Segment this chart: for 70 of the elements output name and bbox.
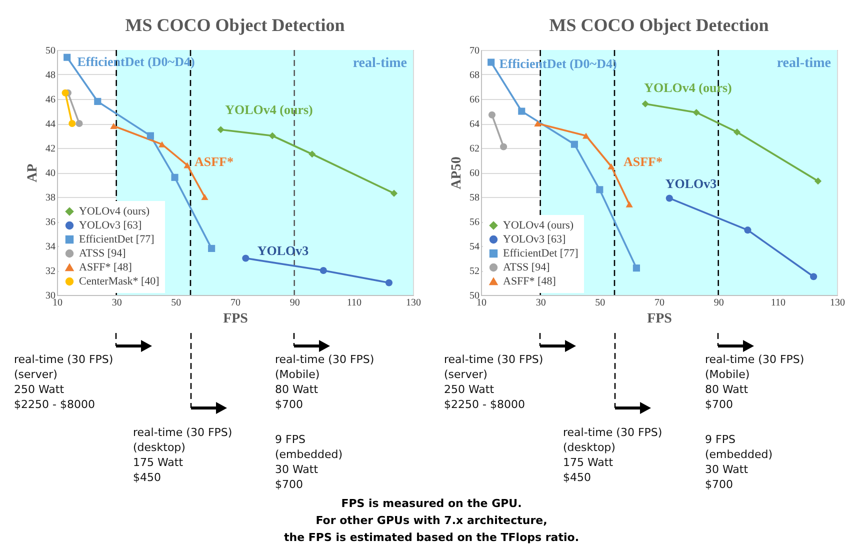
annotation: ASFF*: [194, 154, 234, 169]
legend-label: YOLOv4 (ours): [79, 206, 150, 218]
x-tick-label: 30: [112, 298, 122, 308]
annotation: YOLOv3: [257, 243, 310, 258]
x-tick-label: 50: [171, 298, 182, 308]
band-label: real-time: [776, 56, 831, 71]
text: real-time (30 FPS) (desktop) 175 Watt $450: [133, 425, 232, 485]
text: 9 FPS (embedded) 30 Watt $700: [275, 432, 343, 492]
x-tick-label: 30: [536, 298, 546, 308]
y-tick-label: 54: [470, 242, 480, 252]
y-tick-label: 60: [470, 168, 480, 179]
legend-label: YOLOv4 (ours): [503, 220, 574, 232]
legend-label: ASFF* [48]: [79, 262, 132, 274]
legend-label: YOLOv3 [63]: [79, 220, 142, 232]
annotation: YOLOv3: [665, 176, 718, 191]
x-tick-label: 130: [406, 298, 421, 308]
y-tick-label: 42: [46, 144, 56, 154]
legend-label: ATSS [94]: [79, 248, 126, 260]
chart-title: MS COCO Object Detection: [549, 15, 769, 35]
chart-title: MS COCO Object Detection: [125, 15, 345, 35]
x-tick-label: 90: [290, 298, 300, 308]
x-axis-title: FPS: [647, 312, 672, 326]
legend-label: EfficientDet [77]: [503, 248, 578, 260]
annotation: YOLOv4 (ours): [225, 102, 313, 117]
x-axis-title: FPS: [223, 312, 248, 326]
x-tick-label: 70: [230, 298, 240, 308]
y-tick-label: 44: [46, 119, 56, 130]
legend-label: YOLOv3 [63]: [503, 234, 566, 246]
annotation: ASFF*: [624, 154, 662, 169]
text: real-time (30 FPS) (server) 250 Watt $2250 - $8000: [444, 352, 544, 412]
text: real-time (30 FPS) (desktop) 175 Watt $450: [563, 425, 662, 485]
legend-label: ATSS [94]: [503, 262, 550, 274]
text: real-time (30 FPS) (Mobile) 80 Watt $700: [275, 352, 374, 412]
legend-label: CenterMask* [40]: [79, 276, 160, 288]
annotation: YOLOv4 (ours): [644, 80, 732, 95]
y-tick-label: 50: [46, 46, 56, 56]
x-tick-label: 10: [476, 298, 486, 308]
y-axis-title: AP50: [450, 156, 464, 190]
y-tick-label: 48: [46, 70, 56, 81]
y-tick-label: 64: [470, 119, 480, 130]
band-label: real-time: [352, 56, 407, 71]
x-tick-label: 90: [714, 298, 724, 308]
y-tick-label: 32: [46, 266, 56, 277]
annotation: EfficientDet (D0~D4): [499, 56, 617, 71]
x-tick-label: 10: [52, 298, 62, 308]
x-tick-label: 130: [830, 298, 845, 308]
y-axis-title: AP: [26, 163, 40, 182]
x-tick-label: 110: [770, 298, 786, 308]
y-tick-label: 52: [470, 266, 480, 277]
x-tick-label: 50: [595, 298, 606, 308]
y-tick-label: 62: [470, 144, 480, 154]
y-tick-label: 66: [470, 94, 480, 106]
y-tick-label: 40: [46, 168, 56, 179]
legend-label: ASFF* [48]: [503, 276, 556, 288]
y-tick-label: 70: [470, 46, 480, 56]
y-tick-label: 58: [470, 192, 480, 204]
y-tick-label: 46: [46, 94, 56, 106]
x-tick-label: 110: [346, 298, 362, 308]
annotation: EfficientDet (D0~D4): [77, 54, 195, 69]
text: real-time (30 FPS) (Mobile) 80 Watt $700: [705, 352, 804, 412]
text: 9 FPS (embedded) 30 Watt $700: [705, 432, 773, 492]
text: real-time (30 FPS) (server) 250 Watt $2250 - $8000: [14, 352, 114, 412]
y-tick-label: 36: [46, 217, 56, 228]
y-tick-label: 34: [46, 242, 56, 252]
y-tick-label: 38: [46, 192, 56, 204]
x-tick-label: 70: [654, 298, 664, 308]
y-tick-label: 68: [470, 70, 480, 81]
text: FPS is measured on the GPU. For other GPUs with 7.x architecture, the FPS is estimated based on the TFlops ratio.: [282, 496, 580, 546]
legend-label: EfficientDet [77]: [79, 234, 154, 246]
y-tick-label: 56: [470, 217, 480, 228]
